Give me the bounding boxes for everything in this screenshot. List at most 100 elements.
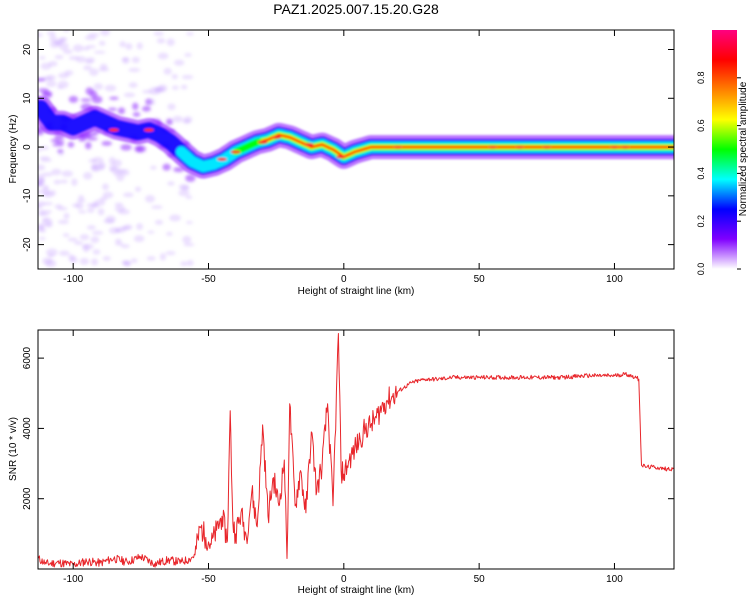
spectrogram-noise-blob — [132, 102, 139, 111]
spectrogram-noise-blob — [84, 60, 94, 64]
spectrogram-noise-blob — [133, 235, 145, 243]
spectrogram-peak — [257, 140, 268, 144]
spectrogram-noise-blob — [39, 228, 47, 233]
spectrogram-noise-blob — [115, 169, 127, 174]
spectrogram-noise-blob — [91, 164, 101, 172]
spectrogram-noise-blob — [85, 141, 92, 150]
spectrogram-noise-blob — [76, 199, 86, 203]
spectrogram-noise-blob — [128, 67, 141, 73]
spectrogram-noise-blob — [148, 98, 156, 106]
spectrogram-x-tick-label: 0 — [341, 274, 347, 285]
spectrogram-noise-blob — [51, 168, 62, 176]
colorbar-label: Normalized spectral amplitude — [738, 81, 749, 216]
spectrogram-noise-blob — [63, 49, 73, 55]
spectrogram-noise-blob — [182, 235, 192, 244]
spectrogram-noise-blob — [80, 98, 92, 102]
spectrogram-x-axis-label: Height of straight line (km) — [298, 286, 415, 297]
spectrogram-noise-blob — [132, 112, 141, 117]
spectrogram-noise-blob — [171, 85, 179, 90]
spectrogram-x-tick-label: -50 — [201, 274, 216, 285]
spectrogram-noise-blob — [114, 202, 124, 207]
colorbar: 0.0 0.2 0.4 0.6 0.8 Normalized spectral ampl… — [696, 30, 749, 275]
spectrogram-noise-blob — [75, 201, 84, 210]
spectrogram-noise-blob — [178, 184, 189, 190]
spectrogram-peak — [487, 145, 498, 149]
spectrogram-peak — [108, 128, 119, 132]
spectrogram-noise-blob — [167, 103, 176, 111]
spectrogram-noise-blob — [122, 192, 134, 198]
spectrogram-noise-blob — [180, 261, 189, 266]
spectrogram-noise-blob — [109, 96, 119, 101]
spectrogram-noise-blob — [162, 163, 171, 171]
spectrogram-peak — [620, 145, 631, 149]
spectrogram-noise-blob — [97, 208, 105, 216]
spectrogram-noise-blob — [157, 52, 169, 60]
spectrogram-noise-blob — [58, 42, 69, 51]
spectrogram-noise-blob — [159, 252, 167, 261]
spectrogram-noise-blob — [87, 136, 98, 141]
spectrogram-x-tick-label: 100 — [606, 274, 623, 285]
spectrogram-y-tick-label: -10 — [22, 188, 33, 203]
spectrogram-frame — [37, 29, 675, 270]
spectrogram-noise-blob — [73, 240, 84, 246]
spectrogram-y-tick-label: -20 — [22, 237, 33, 252]
spectrogram-noise-blob — [49, 34, 57, 43]
snr-y-tick-label: 4000 — [22, 417, 33, 440]
spectrogram-noise-blob — [185, 174, 196, 182]
spectrogram-noise-blob — [38, 77, 46, 82]
spectrogram-peak — [303, 143, 314, 147]
spectrogram-noise-blob — [134, 145, 147, 153]
spectrogram-noise-blob — [38, 209, 46, 215]
snr-x-axis-label: Height of straight line (km) — [298, 585, 415, 596]
spectrogram-noise-blob — [52, 143, 65, 147]
spectrogram-noise-blob — [173, 59, 185, 66]
spectrogram-noise-blob — [115, 228, 122, 233]
spectrogram-x-axis: -100 -50 0 50 100 — [63, 30, 623, 285]
spectrogram-noise-blob — [45, 80, 57, 88]
spectrogram-noise-blob — [183, 116, 193, 123]
spectrogram-noise-blob — [82, 244, 90, 253]
spectrogram-noise-blob — [163, 67, 172, 75]
colorbar-tick-label: 0.8 — [696, 72, 706, 85]
snr-x-tick-label: -100 — [63, 574, 83, 585]
spectrogram-noise-blob — [91, 230, 104, 235]
spectrogram-noise-blob — [72, 44, 84, 52]
colorbar-scale — [712, 30, 737, 269]
spectrogram-noise-blob — [83, 65, 92, 71]
spectrogram-peak — [609, 145, 620, 149]
spectrogram-noise-blob — [68, 95, 79, 103]
snr-frame — [37, 329, 675, 570]
spectrogram-noise-blob — [125, 43, 133, 50]
spectrogram-noise-blob — [71, 178, 78, 186]
spectrogram-noise-blob — [122, 260, 132, 266]
spectrogram-noise-blob — [153, 31, 164, 36]
spectrogram-noise-blob — [123, 92, 136, 98]
spectrogram-heatmap — [38, 30, 674, 268]
spectrogram-noise-blob — [59, 250, 70, 256]
spectrogram-noise-blob — [120, 144, 132, 151]
spectrogram-noise-blob — [99, 63, 108, 70]
spectrogram-noise-blob — [102, 256, 111, 261]
spectrogram-noise-blob — [59, 179, 68, 184]
spectrogram-noise-blob — [178, 189, 190, 197]
spectrogram-noise-blob — [117, 209, 130, 215]
spectrogram-noise-blob — [46, 74, 56, 81]
spectrogram-noise-blob — [42, 90, 53, 99]
spectrogram-peak — [392, 145, 403, 149]
spectrogram-noise-blob — [38, 164, 46, 171]
spectrogram-noise-blob — [38, 236, 46, 241]
spectrogram-noise-blob — [54, 204, 63, 209]
spectrogram-noise-blob — [38, 148, 43, 152]
spectrogram-noise-blob — [85, 45, 96, 49]
spectrogram-noise-blob — [116, 173, 125, 182]
spectrogram-noise-blob — [61, 170, 74, 177]
spectrogram-noise-blob — [100, 30, 111, 36]
spectrogram-noise-blob — [40, 145, 50, 150]
spectrogram-noise-blob — [63, 212, 70, 220]
spectrogram-noise-blob — [165, 251, 176, 256]
snr-series-line — [38, 333, 674, 568]
spectrogram-y-tick-label: 0 — [22, 144, 33, 150]
spectrogram-noise-blob — [93, 50, 106, 54]
spectrogram-noise-blob — [173, 167, 185, 173]
